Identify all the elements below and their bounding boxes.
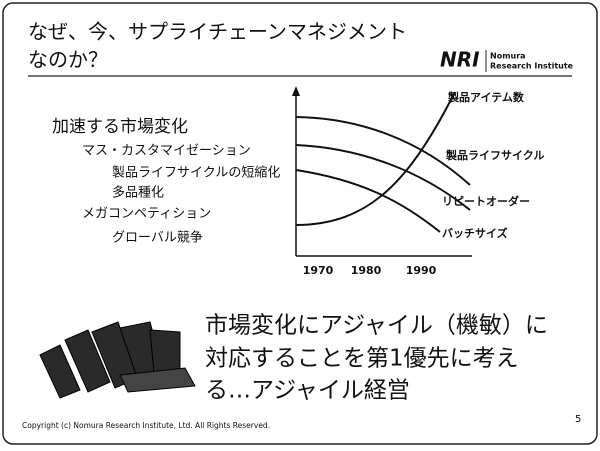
logo-name: Nomura (490, 52, 526, 61)
x-label: 1990 (406, 264, 437, 277)
x-label: 1970 (303, 264, 334, 277)
title-line: なぜ、今、サプライチェーンマネジメント (28, 20, 407, 44)
message-line: る…アジャイル経営 (205, 378, 410, 404)
list-item: 多品種化 (112, 185, 164, 201)
x-label: 1980 (351, 264, 382, 277)
list-item: グローバル競争 (112, 231, 203, 246)
list: マス・カスタマイゼーション製品ライフサイクルの短縮化多品種化メガコンペティション… (82, 144, 280, 246)
axis-arrow (292, 86, 300, 96)
list-item: メガコンペティション (82, 207, 211, 222)
curve (295, 169, 441, 233)
list-item: 製品ライフサイクルの短縮化 (112, 165, 280, 181)
logo-name: Research Institute (490, 62, 574, 71)
curve-label: 製品アイテム数 (447, 90, 525, 104)
curve-label: バッチサイズ (442, 226, 508, 240)
curve (295, 144, 471, 211)
curve (295, 91, 456, 226)
list-item: マス・カスタマイゼーション (82, 144, 251, 159)
logo-mark: NRI (440, 48, 480, 72)
title-line: なのか？ (28, 48, 108, 72)
message-line: 対応することを第1優先に考え (205, 346, 519, 372)
curve-label: 製品ライフサイクル (445, 148, 544, 162)
trend-chart: 製品アイテム数 製品ライフサイクル リピートオーダー バッチサイズ 1970 1… (292, 86, 544, 277)
page-number: 5 (575, 414, 581, 425)
copyright: Copyright (c) Nomura Research Institute,… (22, 421, 270, 430)
list-heading: 加速する市場変化 (52, 117, 188, 137)
message-line: 市場変化にアジャイル（機敏）に (205, 313, 548, 339)
falling-blocks (39, 321, 196, 399)
curve-label: リピートオーダー (442, 194, 530, 208)
curve (295, 116, 471, 186)
